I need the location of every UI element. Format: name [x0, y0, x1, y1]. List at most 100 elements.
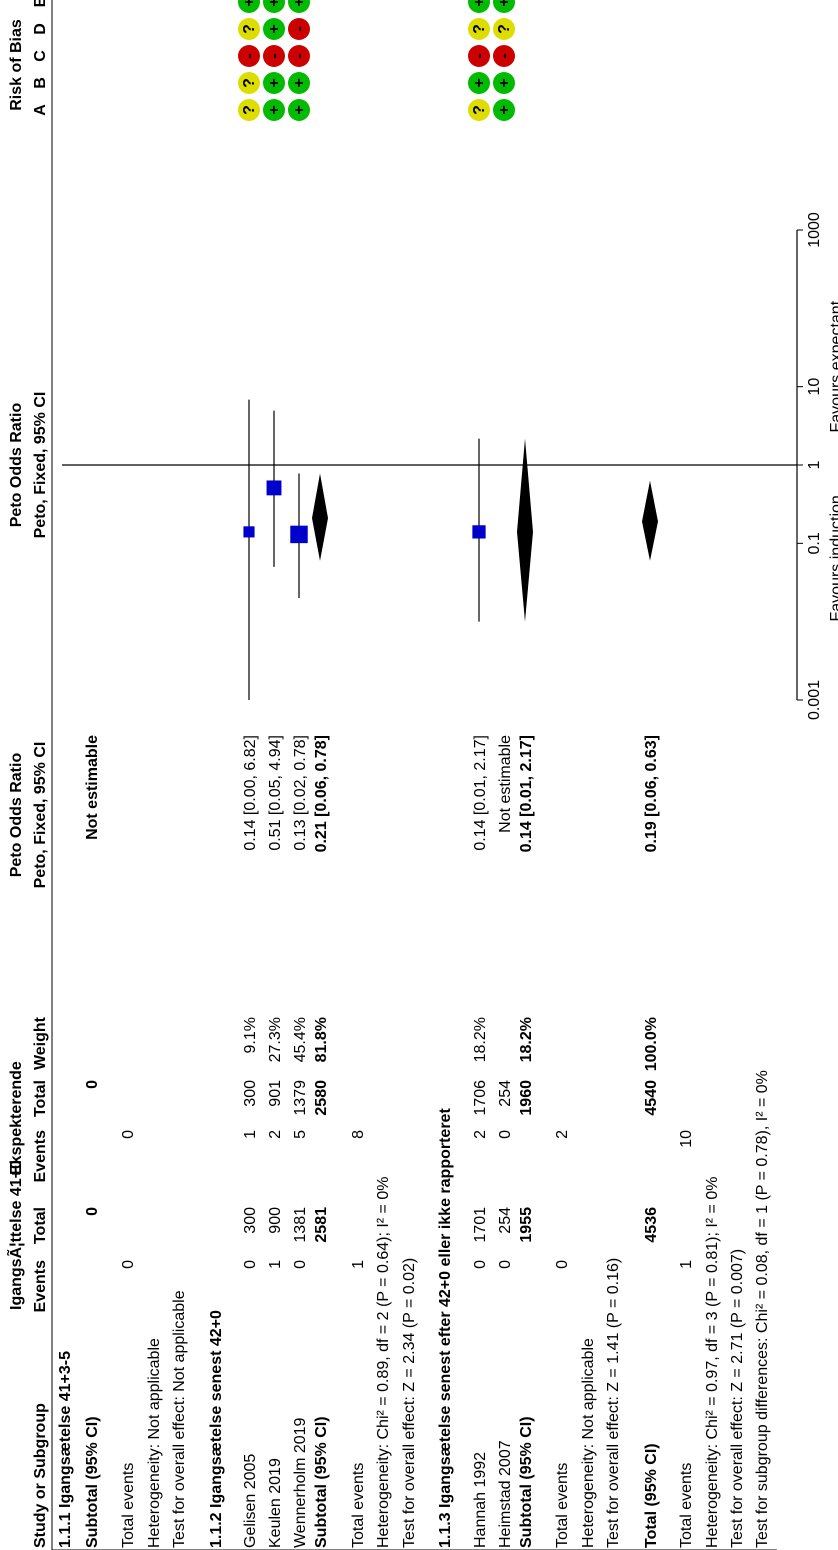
weight: 100.0%	[643, 1017, 660, 1071]
weight: 81.8%	[313, 1017, 330, 1062]
rob-judgement-icon	[493, 18, 515, 40]
col-study: Study or Subgroup	[32, 1403, 49, 1548]
or-ci-text: 0.51 [0.05, 4.94]	[267, 735, 284, 851]
rob-judgement-symbol: +	[266, 24, 283, 33]
rob-judgement-icon	[493, 72, 515, 94]
col-events-2: Events	[32, 1130, 49, 1183]
row-label: Total events	[554, 1463, 571, 1548]
x-tick-label: 0.1	[806, 532, 823, 554]
rob-judgement-icon	[263, 0, 285, 13]
risk-of-bias-grid: ??-?+?+++-+++?++--+++?+-?+?+++-?+?+	[238, 0, 515, 121]
total-2: 4540	[643, 1080, 660, 1116]
rob-judgement-icon	[238, 45, 260, 67]
rob-judgement-icon	[468, 99, 490, 121]
rob-judgement-symbol: +	[496, 105, 513, 114]
rob-judgement-icon	[288, 72, 310, 94]
events-1: 0	[497, 1260, 514, 1269]
total-2: 300	[242, 1080, 259, 1107]
weight: 45.4%	[292, 1017, 309, 1062]
rob-judgement-symbol: -	[496, 53, 513, 58]
or-ci-text: Not estimable	[497, 735, 514, 833]
events-2: 2	[554, 1130, 571, 1139]
rob-judgement-icon	[288, 45, 310, 67]
study-marker	[266, 480, 282, 496]
rob-judgement-icon	[263, 99, 285, 121]
total-1: 254	[497, 1207, 514, 1234]
row-label: Heimstad 2007	[497, 1440, 514, 1548]
col-total-1: Total	[32, 1207, 49, 1244]
or-title-right: Peto Odds Ratio	[8, 403, 25, 528]
group2-label: Ekspekterende	[8, 1061, 25, 1175]
rob-judgement-icon	[238, 0, 260, 13]
total-2: 2580	[313, 1080, 330, 1116]
rob-judgement-icon	[493, 0, 515, 13]
rob-judgement-symbol: +	[496, 78, 513, 87]
rob-judgement-symbol: ?	[241, 105, 258, 115]
total-1: 1381	[292, 1207, 309, 1243]
rob-letter: E	[32, 0, 49, 7]
table-header: IgangsÃ¦ttelse 41+0 Ekspekterende Peto O…	[5, 0, 53, 1550]
events-1: 0	[292, 1260, 309, 1269]
rob-letter: D	[32, 23, 49, 35]
col-events-1: Events	[32, 1260, 49, 1313]
rob-letter: C	[32, 50, 49, 62]
row-label: 1.1.3 Igangsætelse senest efter 42+0 ell…	[437, 1108, 454, 1548]
rob-judgement-icon	[263, 45, 285, 67]
rob-judgement-symbol: +	[266, 0, 283, 7]
rob-judgement-icon	[468, 18, 490, 40]
rob-judgement-symbol: +	[291, 78, 308, 87]
favours-left-label: Favours induction	[828, 495, 838, 621]
row-label: Test for subgroup differences: Chi² = 0.…	[754, 1070, 771, 1548]
rob-judgement-symbol: +	[266, 105, 283, 114]
rob-judgement-symbol: ?	[471, 24, 488, 34]
events-2: 1	[242, 1130, 259, 1139]
events-1: 0	[120, 1260, 137, 1269]
or-ci-text: 0.14 [0.01, 2.17]	[518, 735, 535, 852]
row-label: Total (95% CI)	[643, 1443, 660, 1548]
rob-judgement-symbol: +	[471, 78, 488, 87]
events-2: 2	[472, 1130, 489, 1139]
row-label: Gelisen 2005	[242, 1454, 259, 1548]
row-label: Subtotal (95% CI)	[518, 1416, 535, 1548]
rob-judgement-symbol: +	[471, 0, 488, 7]
rob-judgement-icon	[493, 99, 515, 121]
events-2: 10	[678, 1130, 695, 1148]
rob-judgement-icon	[468, 72, 490, 94]
rob-judgement-symbol: +	[291, 105, 308, 114]
total-2: 254	[497, 1080, 514, 1107]
rob-judgement-symbol: ?	[241, 24, 258, 34]
row-label: Total events	[350, 1463, 367, 1548]
row-label: Subtotal (95% CI)	[84, 1416, 101, 1548]
weight: 9.1%	[242, 1017, 259, 1053]
events-2: 2	[267, 1130, 284, 1139]
col-weight: Weight	[32, 1016, 49, 1070]
or-ci-text: 0.21 [0.06, 0.78]	[313, 735, 330, 852]
x-tick-label: 1000	[806, 212, 823, 248]
rob-judgement-icon	[468, 45, 490, 67]
rob-title: Risk of Bias	[8, 19, 25, 111]
rob-judgement-icon	[288, 18, 310, 40]
events-2: 5	[292, 1130, 309, 1139]
events-1: 1	[350, 1260, 367, 1269]
total-1: 1701	[472, 1207, 489, 1243]
or-ci-text: 0.14 [0.00, 6.82]	[242, 735, 259, 851]
weight: 18.2%	[518, 1017, 535, 1062]
pooled-diamond	[312, 473, 328, 561]
rob-judgement-icon	[288, 0, 310, 13]
x-tick-label: 10	[806, 378, 823, 396]
weight: 27.3%	[267, 1017, 284, 1062]
weight: 18.2%	[472, 1017, 489, 1062]
row-label: Heterogeneity: Chi² = 0.89, df = 2 (P = …	[375, 1177, 392, 1548]
row-label: Heterogeneity: Not applicable	[146, 1338, 163, 1548]
row-label: Test for overall effect: Z = 1.41 (P = 0…	[605, 1258, 622, 1548]
rob-letter: A	[32, 104, 49, 116]
or-ci-text: 0.19 [0.06, 0.63]	[643, 735, 660, 852]
rob-judgement-symbol: ?	[496, 24, 513, 34]
or-ci-text: 0.13 [0.02, 0.78]	[292, 735, 309, 851]
total-1: 300	[242, 1207, 259, 1234]
row-label: Wennerholm 2019	[292, 1417, 309, 1548]
or-title-left: Peto Odds Ratio	[8, 753, 25, 878]
table-rows: 1.1.1 Igangsætelse 41+3-5 Subtotal (95% C…	[52, 735, 777, 1550]
rob-judgement-symbol: ?	[471, 105, 488, 115]
